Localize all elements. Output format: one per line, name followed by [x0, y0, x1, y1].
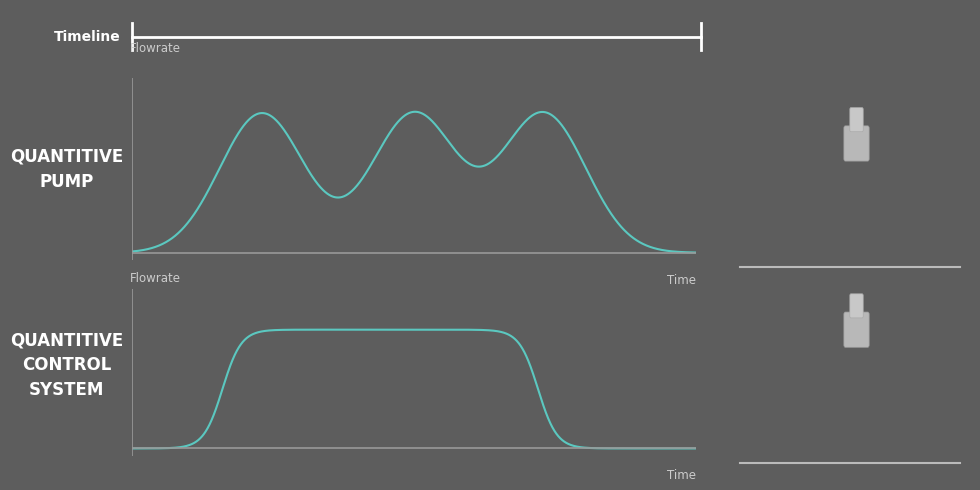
Text: Time: Time	[666, 274, 696, 287]
FancyBboxPatch shape	[850, 108, 863, 132]
FancyBboxPatch shape	[844, 126, 869, 161]
Text: Timeline: Timeline	[54, 30, 121, 44]
Text: Flowrate: Flowrate	[129, 272, 180, 286]
Text: QUANTITIVE
CONTROL
SYSTEM: QUANTITIVE CONTROL SYSTEM	[10, 331, 123, 399]
FancyBboxPatch shape	[844, 312, 869, 347]
FancyBboxPatch shape	[850, 294, 863, 318]
Text: QUANTITIVE
PUMP: QUANTITIVE PUMP	[10, 147, 123, 191]
Text: Flowrate: Flowrate	[129, 42, 180, 55]
Text: Time: Time	[666, 469, 696, 482]
